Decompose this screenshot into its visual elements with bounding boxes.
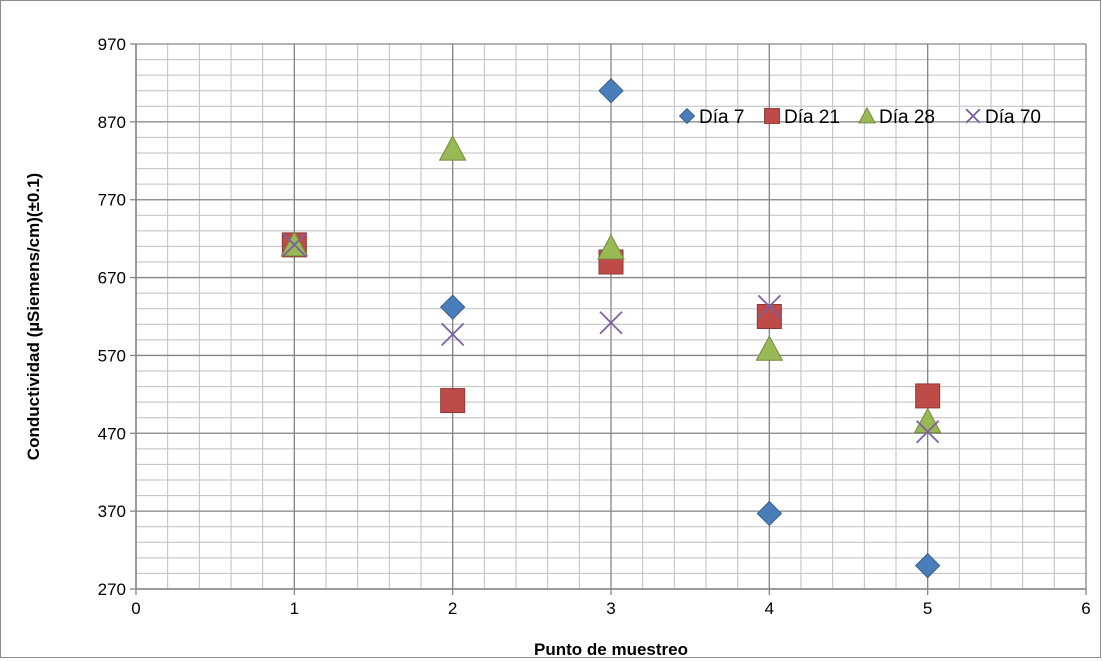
data-point-triangle: [755, 335, 784, 361]
legend-marker-diamond: [678, 107, 696, 125]
data-point-x: [282, 233, 306, 257]
data-point-triangle: [597, 233, 625, 260]
legend: Día 7 Día 21 Día 28 Día 70: [678, 106, 1041, 128]
y-tick-label: 770: [98, 191, 126, 210]
series-3-points: [280, 135, 942, 434]
x-tick-label: 3: [606, 599, 615, 618]
data-point-triangle: [438, 135, 467, 161]
data-point-square: [756, 304, 782, 329]
y-axis-title: Conductividad (µSiemens/cm)(±0.1): [24, 173, 43, 460]
legend-label: Día 28: [879, 107, 935, 128]
data-point-x-stroke: [916, 420, 940, 444]
data-point-x-stroke: [282, 233, 306, 257]
x-tick-label: 5: [923, 599, 932, 618]
data-point-x: [757, 294, 781, 319]
x-tick-label: 1: [290, 599, 299, 618]
y-tick-label: 470: [98, 424, 126, 443]
data-points: [280, 78, 942, 579]
data-point-x: [599, 311, 623, 335]
legend-item: Día 28: [858, 106, 935, 128]
x-tick-label: 2: [448, 599, 457, 618]
legend-item: Día 21: [764, 107, 840, 128]
legend-marker-x-stroke: [965, 108, 981, 124]
y-tick-label: 570: [98, 346, 126, 365]
data-point-x: [916, 420, 940, 444]
data-point-x: [441, 322, 465, 347]
tick-labels: 270 370 470 570 670 770 870 970 0 1 2 3 4 5 6: [98, 35, 1091, 618]
x-axis-title: Punto de muestreo: [534, 640, 688, 659]
legend-label: Día 21: [784, 107, 840, 128]
legend-marker-square: [764, 108, 780, 124]
legend-label: Día 7: [699, 107, 744, 128]
y-tick-label: 870: [98, 113, 126, 132]
data-point-diamond: [439, 294, 466, 320]
data-point-x-stroke: [441, 322, 465, 347]
data-point-square: [915, 383, 941, 409]
legend-marker-triangle: [858, 106, 876, 124]
series-4-points: [282, 233, 940, 444]
data-point-x-stroke: [757, 294, 781, 319]
data-point-square: [440, 388, 466, 414]
y-tick-label: 670: [98, 269, 126, 288]
data-point-diamond: [756, 500, 783, 527]
legend-label: Día 70: [985, 107, 1041, 128]
data-point-diamond: [598, 78, 624, 104]
major-gridlines: [135, 43, 1087, 590]
y-tick-label: 370: [98, 502, 126, 521]
x-tick-label: 4: [765, 599, 774, 618]
data-point-diamond: [914, 552, 941, 579]
data-point-triangle: [913, 407, 942, 434]
y-tick-label: 270: [98, 580, 126, 599]
y-tick-label: 970: [98, 35, 126, 54]
data-point-x-stroke: [599, 311, 623, 335]
x-tick-label: 0: [131, 599, 140, 618]
axes: [130, 43, 1087, 595]
legend-item: Día 7: [678, 107, 744, 128]
legend-marker-x: [965, 108, 981, 124]
legend-item: Día 70: [965, 107, 1041, 128]
x-tick-label: 6: [1081, 599, 1090, 618]
